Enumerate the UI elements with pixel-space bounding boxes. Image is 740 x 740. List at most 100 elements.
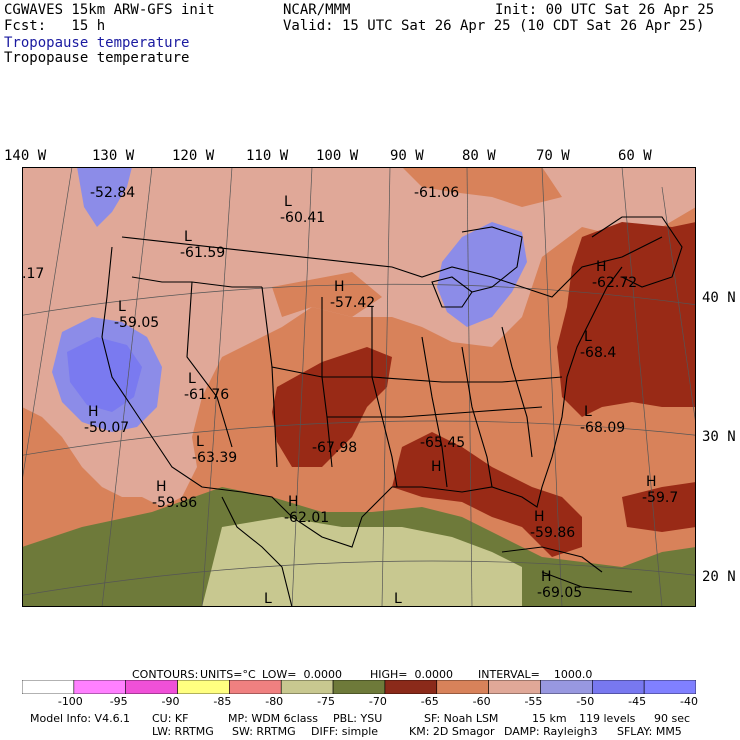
center-value: -69.05 (537, 585, 582, 601)
center-value: -62.72 (592, 275, 637, 291)
model-info: Model Info: V4.6.1 (30, 712, 131, 725)
sw-info: SW: RRTMG (232, 725, 296, 738)
legend-tick-label: -65 (420, 695, 439, 708)
legend-tick-label: -70 (368, 695, 387, 708)
mp-info: MP: WDM 6class (228, 712, 318, 725)
center-value: -63.39 (192, 450, 237, 466)
legend-swatch (177, 680, 230, 694)
legend-tick-label: -45 (628, 695, 647, 708)
shade-60-to-55-northeast (402, 167, 562, 207)
center-value: -68.4 (580, 345, 616, 361)
center-value: -65.45 (420, 435, 465, 451)
legend-swatch (436, 680, 489, 694)
legend-swatch (22, 680, 75, 694)
center-letter: L (118, 299, 126, 315)
center-value: -57.42 (330, 295, 375, 311)
legend-swatch (125, 680, 178, 694)
org-label: NCAR/MMM (283, 2, 351, 18)
shade-70-to-65-south (392, 432, 582, 557)
legend-swatch (592, 680, 645, 694)
center-letter: L (394, 591, 402, 607)
lat-label-30n: 30 N (702, 429, 736, 445)
forecast-hour: Fcst: 15 h (4, 18, 106, 34)
center-value: -59.7 (642, 490, 678, 506)
init-time: Init: 00 UTC Sat 26 Apr 25 (495, 2, 715, 18)
legend-tick-label: -40 (680, 695, 698, 708)
center-value: -50.07 (84, 420, 129, 436)
lon-label-100w: 100 W (316, 148, 359, 164)
legend-tick-label: -60 (472, 695, 491, 708)
legend-swatch (384, 680, 438, 694)
shade-70-to-65-atlantic (622, 482, 696, 532)
pressure-center-labels: -52.84L-60.41-61.06L-61.59.17H-57.42H-62… (22, 185, 678, 607)
lon-label-90w: 90 W (390, 148, 424, 164)
diff-info: DIFF: simple (311, 725, 379, 738)
shade-50-to-45-nw (77, 167, 132, 227)
center-value: -59.05 (114, 315, 159, 331)
center-letter: H (334, 279, 345, 295)
lon-label-70w: 70 W (536, 148, 570, 164)
valid-time: Valid: 15 UTC Sat 26 Apr 25 (10 CDT Sat … (283, 18, 705, 34)
timestep-info: 90 sec (654, 712, 691, 725)
center-value: -61.06 (414, 185, 459, 201)
center-letter: L (188, 371, 196, 387)
low-label: LOW= 0.0000 (262, 668, 342, 681)
center-value: -61.59 (180, 245, 225, 261)
lon-label-110w: 110 W (246, 148, 289, 164)
shade-70-to-65-east (557, 222, 696, 417)
field-title: Tropopause temperature (4, 50, 190, 66)
pbl-info: PBL: YSU (333, 712, 383, 725)
center-value: .17 (22, 266, 44, 282)
legend-tick-label: -85 (213, 695, 232, 708)
damp-info: DAMP: Rayleigh3 (504, 725, 598, 738)
km-info: KM: 2D Smagor (409, 725, 495, 738)
legend-swatch (280, 680, 334, 694)
shade-60-to-55-plains (272, 272, 382, 317)
legend-tick-label: -75 (317, 695, 336, 708)
legend-swatch (229, 680, 282, 694)
resolution-info: 15 km (532, 712, 567, 725)
legend-swatch (643, 680, 696, 694)
center-letter: L (584, 404, 592, 420)
political-boundaries (101, 216, 683, 607)
contour-label: CONTOURS: (132, 668, 199, 681)
shade-55-to-50-north (22, 167, 696, 507)
cu-info: CU: KF (152, 712, 189, 725)
interval-label: INTERVAL= 1000.0 (478, 668, 593, 681)
lon-label-80w: 80 W (462, 148, 496, 164)
center-letter: L (264, 591, 272, 607)
sflay-info: SFLAY: MM5 (617, 725, 682, 738)
center-letter: L (284, 194, 292, 210)
center-letter: L (584, 329, 592, 345)
center-value: -62.01 (284, 510, 329, 526)
center-letter: H (88, 404, 99, 420)
lon-label-140w: 140 W (4, 148, 47, 164)
center-letter: H (431, 459, 442, 475)
legend-tick-label: -50 (576, 695, 595, 708)
center-value: -52.84 (90, 185, 135, 201)
legend-tick-label: -100 (57, 695, 83, 708)
center-letter: H (288, 494, 299, 510)
center-letter: H (534, 509, 545, 525)
legend-swatch (332, 680, 386, 694)
center-letter: H (541, 569, 552, 585)
legend-swatch (540, 680, 593, 694)
levels-info: 119 levels (579, 712, 636, 725)
tropopause-temperature-map[interactable]: -52.84L-60.41-61.06L-61.59.17H-57.42H-62… (22, 167, 696, 607)
legend-tick-label: -55 (524, 695, 543, 708)
center-letter: H (596, 259, 607, 275)
center-value: -61.76 (184, 387, 229, 403)
model-title: CGWAVES 15km ARW-GFS init (4, 2, 215, 18)
center-value: -60.41 (280, 210, 325, 226)
center-letter: L (196, 434, 204, 450)
center-value: -59.86 (152, 495, 197, 511)
legend-tick-label: -95 (109, 695, 128, 708)
center-letter: L (184, 229, 192, 245)
units-label: UNITS=°C (200, 668, 256, 681)
graticule (22, 167, 696, 607)
lat-label-20n: 20 N (702, 569, 736, 585)
center-letter: H (646, 474, 657, 490)
field-title-blue: Tropopause temperature (4, 35, 190, 51)
sf-info: SF: Noah LSM (424, 712, 499, 725)
center-value: -59.86 (530, 525, 575, 541)
